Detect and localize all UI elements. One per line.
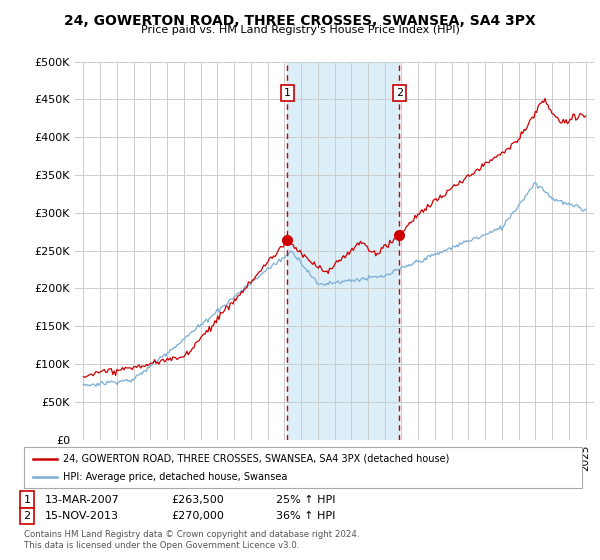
Text: 15-NOV-2013: 15-NOV-2013 [45, 511, 119, 521]
Text: 2: 2 [23, 511, 31, 521]
Text: 13-MAR-2007: 13-MAR-2007 [45, 494, 120, 505]
Text: 1: 1 [284, 88, 291, 99]
Text: 25% ↑ HPI: 25% ↑ HPI [276, 494, 335, 505]
Text: 24, GOWERTON ROAD, THREE CROSSES, SWANSEA, SA4 3PX (detached house): 24, GOWERTON ROAD, THREE CROSSES, SWANSE… [63, 454, 449, 464]
Text: £263,500: £263,500 [171, 494, 224, 505]
Bar [287, 62, 400, 440]
Text: £270,000: £270,000 [171, 511, 224, 521]
Text: 2: 2 [396, 88, 403, 99]
Text: 1: 1 [23, 494, 31, 505]
Text: HPI: Average price, detached house, Swansea: HPI: Average price, detached house, Swan… [63, 472, 287, 482]
Text: Contains HM Land Registry data © Crown copyright and database right 2024.
This d: Contains HM Land Registry data © Crown c… [24, 530, 359, 550]
Text: 36% ↑ HPI: 36% ↑ HPI [276, 511, 335, 521]
Text: 24, GOWERTON ROAD, THREE CROSSES, SWANSEA, SA4 3PX: 24, GOWERTON ROAD, THREE CROSSES, SWANSE… [64, 14, 536, 28]
Text: Price paid vs. HM Land Registry's House Price Index (HPI): Price paid vs. HM Land Registry's House … [140, 25, 460, 35]
